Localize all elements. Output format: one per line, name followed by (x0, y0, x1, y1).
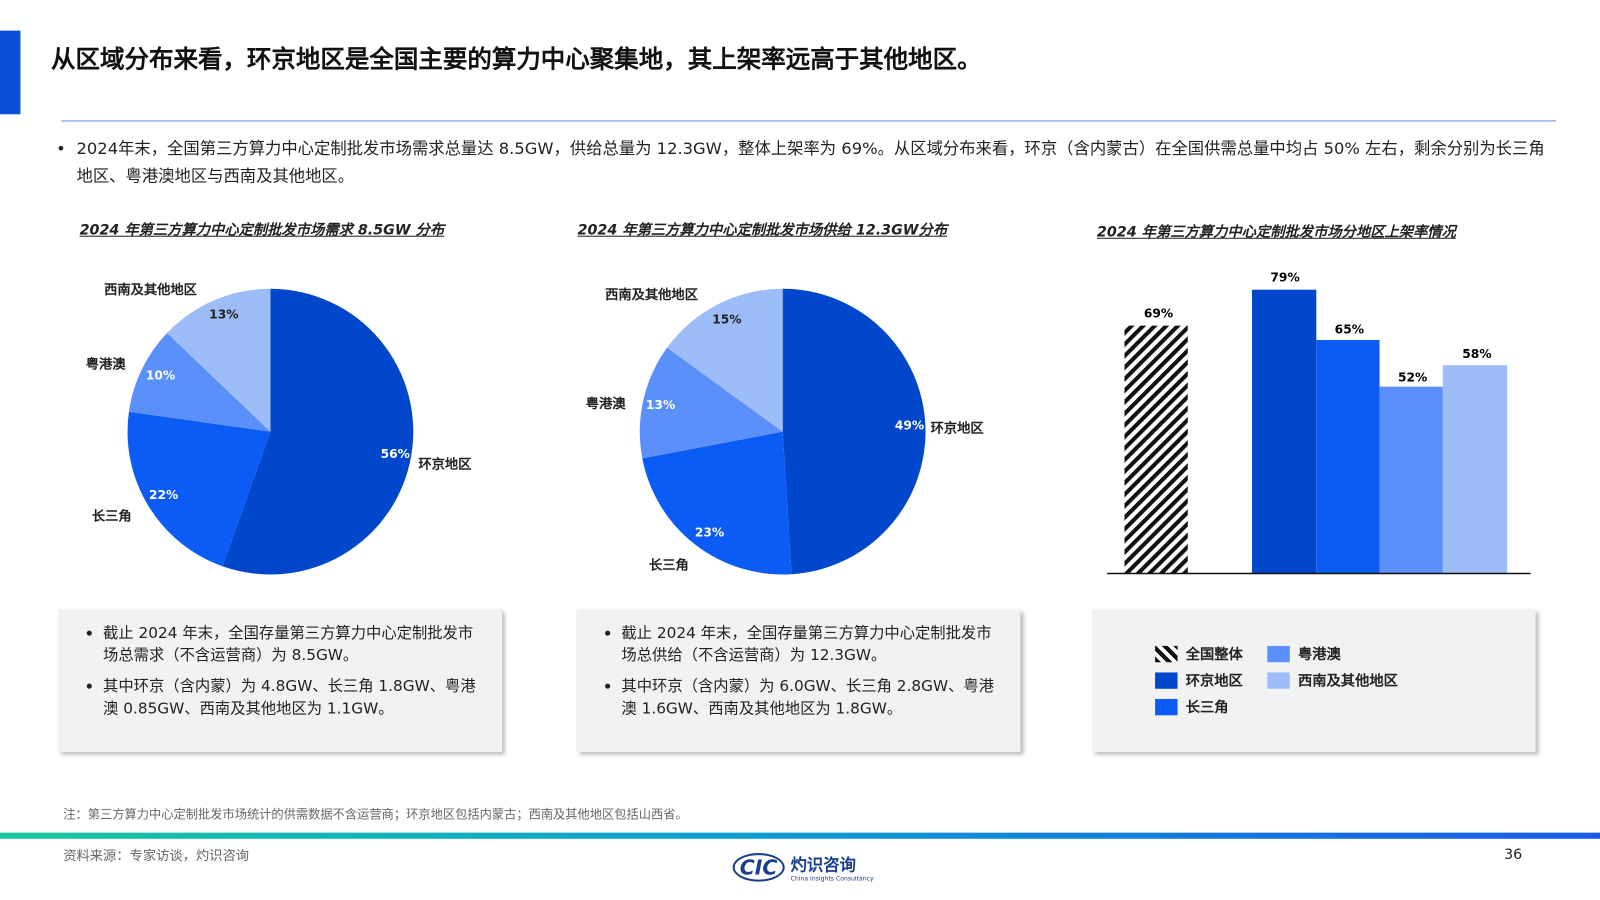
footer-gradient-band (0, 832, 1600, 839)
bar-value-xinan: 58% (1462, 346, 1492, 362)
legend-label: 环京地区 (1185, 673, 1243, 690)
pie1-value-changsanjiao: 22% (148, 487, 179, 503)
bar-0 (1124, 325, 1188, 574)
pie2-label-xinan: 西南及其他地区 (605, 287, 698, 304)
summary-text: 2024年末，全国第三方算力中心定制批发市场需求总量达 8.5GW，供给总量为 … (76, 138, 1545, 186)
bar-value-yuegangao: 52% (1397, 370, 1428, 385)
logo-name: 灼识咨询 (790, 855, 856, 875)
legend-swatch (1267, 645, 1290, 663)
chart-title-supply: 2024 年第三方算力中心定制批发市场供给 12.3GW分布 (577, 222, 948, 239)
bar-value-huanjing: 79% (1270, 270, 1300, 285)
accent-bar (0, 30, 21, 115)
supply-pie-slice-3 (667, 288, 783, 432)
supply-notes-box: 截止 2024 年末，全国存量第三方算力中心定制批发市场总供给（不含运营商）为 … (576, 609, 1021, 753)
bullet-dot: • (56, 138, 66, 159)
demand-pie-slice-0 (222, 288, 414, 575)
legend-label: 全国整体 (1185, 646, 1243, 664)
slide-title: 从区域分布来看，环京地区是全国主要的算力中心聚集地，其上架率远高于其他地区。 (51, 44, 982, 74)
source-text: 资料来源：专家访谈，灼识咨询 (63, 848, 249, 865)
legend-swatch (1155, 672, 1178, 689)
supply-note-2: 其中环京（含内蒙）为 6.0GW、长三角 2.8GW、粤港澳 1.6GW、西南及… (621, 674, 1000, 719)
legend-label: 长三角 (1185, 699, 1229, 717)
supply-note-1: 截止 2024 年末，全国存量第三方算力中心定制批发市场总供给（不含运营商）为 … (621, 621, 1000, 666)
legend-label: 粤港澳 (1297, 646, 1341, 664)
supply-pie-slice-1 (642, 431, 792, 575)
pie2-value-changsanjiao: 23% (694, 525, 725, 540)
bar-4 (1442, 365, 1508, 574)
legend-swatch (1155, 698, 1178, 716)
legend-swatch (1267, 672, 1290, 689)
pie1-label-huanjing: 环京地区 (418, 457, 472, 473)
legend-swatch (1155, 645, 1178, 663)
legend-changsanjiao: 长三角 (1155, 697, 1229, 717)
pie2-label-changsanjiao: 长三角 (648, 558, 689, 574)
summary-bullet: • 2024年末，全国第三方算力中心定制批发市场需求总量达 8.5GW，供给总量… (56, 135, 1546, 190)
chart-title-occupancy: 2024 年第三方算力中心定制批发市场分地区上架率情况 (1096, 224, 1456, 241)
legend-huanjing: 环京地区 (1155, 670, 1243, 690)
pie2-label-yuegangao: 粤港澳 (585, 396, 626, 413)
supply-pie-slice-0 (782, 288, 926, 575)
logo-subtitle: China Insights Consultancy (790, 875, 874, 883)
demand-pie-slice-1 (127, 411, 271, 567)
bar-1 (1252, 289, 1317, 574)
pie2-value-yuegangao: 13% (645, 397, 676, 413)
bar-legend-box: 全国整体 环京地区 长三角 粤港澳 西南及其他地区 (1091, 609, 1536, 753)
bar-value-national: 69% (1143, 306, 1174, 321)
legend-yuegangao: 粤港澳 (1267, 644, 1341, 664)
title-divider (61, 120, 1557, 122)
legend-xinan: 西南及其他地区 (1267, 670, 1398, 690)
demand-notes-box: 截止 2024 年末，全国存量第三方算力中心定制批发市场总需求（不含运营商）为 … (58, 609, 503, 753)
page-number: 36 (1504, 846, 1523, 864)
pie2-value-xinan: 15% (712, 312, 742, 327)
cic-logo: CIC 灼识咨询 China Insights Consultancy (732, 851, 874, 883)
pie1-value-xinan: 13% (209, 307, 239, 322)
pie1-value-huanjing: 56% (380, 446, 410, 462)
legend-national: 全国整体 (1155, 644, 1243, 664)
pie1-label-changsanjiao: 长三角 (91, 509, 132, 525)
pie1-label-xinan: 西南及其他地区 (104, 282, 197, 298)
footnote: 注：第三方算力中心定制批发市场统计的供需数据不含运营商；环京地区包括内蒙古；西南… (63, 807, 688, 822)
pie1-label-yuegangao: 粤港澳 (85, 357, 126, 373)
pie1-value-yuegangao: 10% (145, 368, 176, 383)
pie2-value-huanjing: 49% (894, 418, 925, 433)
bar-2 (1316, 339, 1380, 574)
demand-pie-slice-2 (128, 332, 271, 432)
pie2-label-huanjing: 环京地区 (930, 421, 984, 437)
bar-value-changsanjiao: 65% (1334, 322, 1365, 337)
logo-mark: CIC (732, 852, 785, 882)
bar-3 (1379, 386, 1443, 574)
chart-title-demand: 2024 年第三方算力中心定制批发市场需求 8.5GW 分布 (79, 222, 445, 239)
demand-note-2: 其中环京（含内蒙）为 4.8GW、长三角 1.8GW、粤港澳 0.85GW、西南… (103, 674, 482, 719)
demand-pie-slice-3 (167, 288, 271, 432)
legend-label: 西南及其他地区 (1297, 673, 1398, 690)
supply-pie-slice-2 (639, 347, 783, 459)
demand-note-1: 截止 2024 年末，全国存量第三方算力中心定制批发市场总需求（不含运营商）为 … (103, 621, 482, 666)
